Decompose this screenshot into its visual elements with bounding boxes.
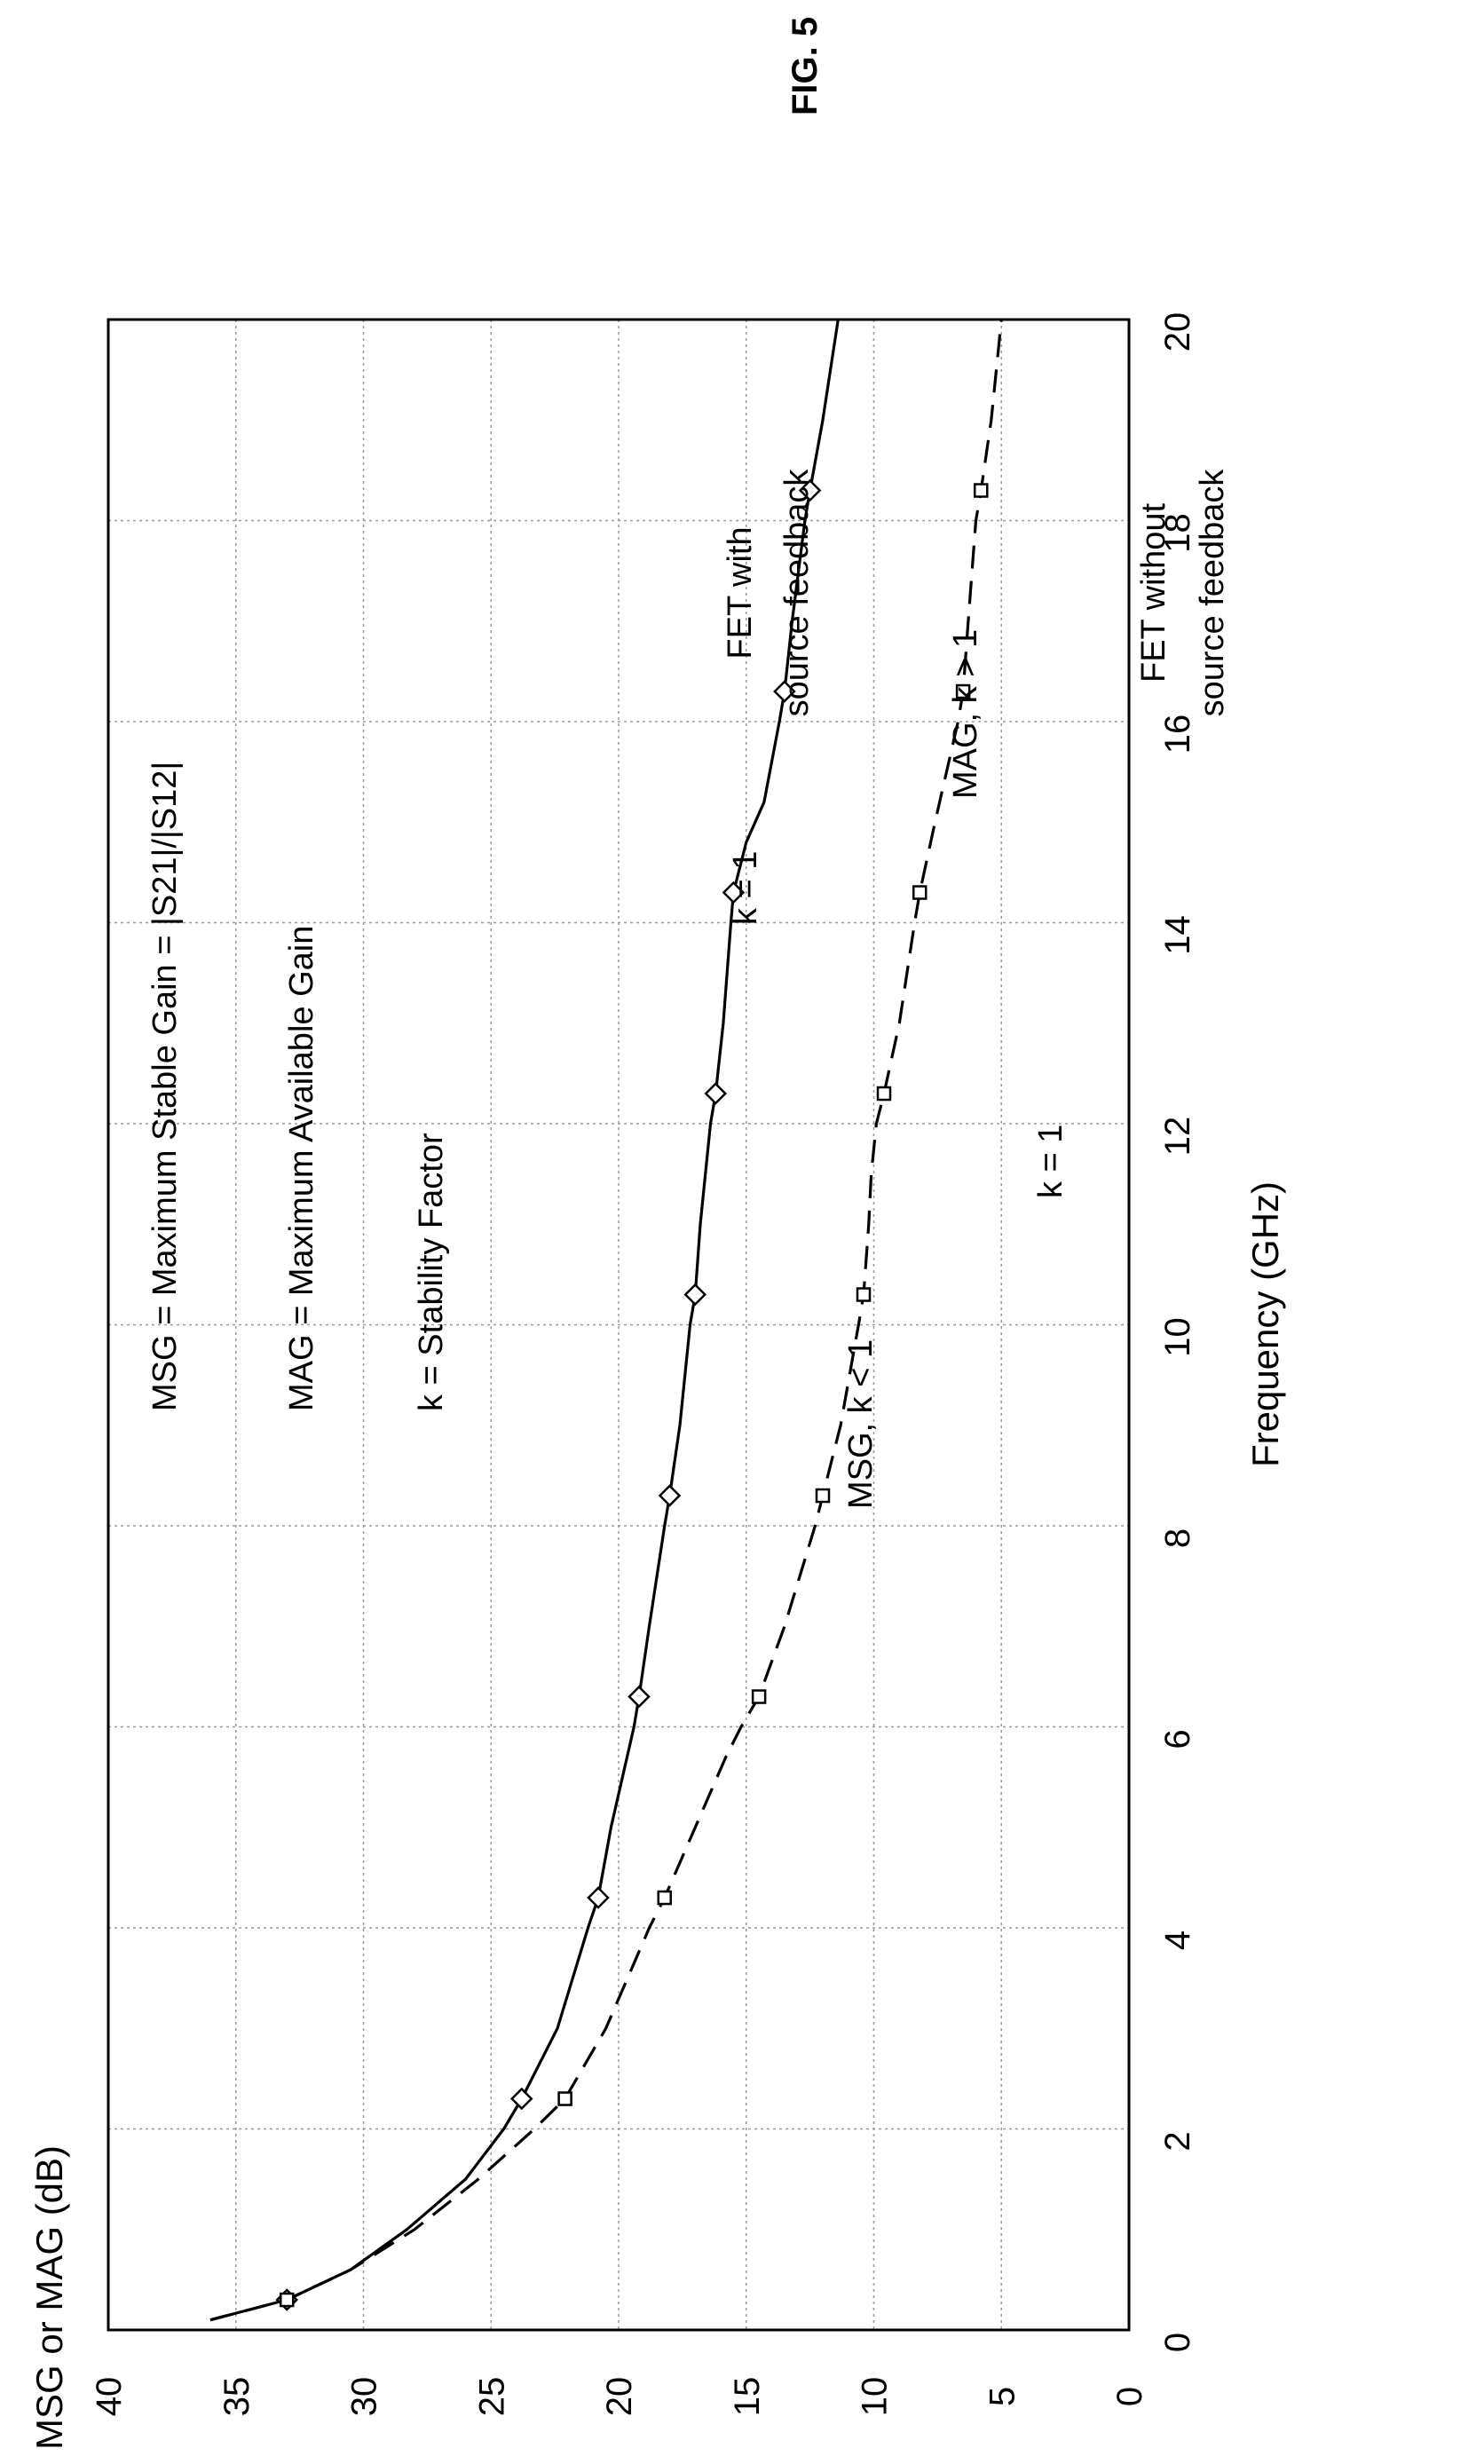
data-point-square	[856, 1287, 872, 1302]
x-tick-label: 18	[1158, 513, 1197, 553]
data-point-square	[815, 1488, 831, 1504]
y-tick-label: 0	[1110, 2387, 1149, 2406]
data-point-square	[751, 1689, 767, 1704]
data-point-diamond	[683, 1283, 707, 1307]
series-line-without-feedback	[209, 319, 1003, 2322]
y-tick-label: 5	[983, 2387, 1022, 2406]
x-tick-label: 6	[1158, 1729, 1197, 1749]
x-tick-label: 20	[1158, 312, 1197, 352]
grid	[108, 320, 1129, 2330]
data-point-diamond	[658, 1484, 682, 1507]
data-point-square	[280, 2292, 295, 2308]
plot-frame	[107, 318, 1131, 2332]
data-point-square	[557, 2091, 572, 2106]
y-tick-label: 30	[345, 2377, 384, 2417]
data-point-square	[657, 1890, 672, 1906]
annotation-legend-mag: MAG = Maximum Available Gain	[283, 926, 320, 1411]
y-tick-label: 25	[472, 2377, 511, 2417]
annotation-dashed-label-1: FET without	[1135, 503, 1172, 683]
y-tick-label: 10	[856, 2377, 895, 2417]
annotation-dashed-mag: MAG, k > 1	[947, 629, 984, 799]
data-point-diamond	[509, 2087, 533, 2111]
data-point-diamond	[628, 1685, 651, 1709]
x-tick-label: 8	[1158, 1528, 1197, 1548]
data-point-diamond	[722, 881, 746, 904]
annotation-legend-msg: MSG = Maximum Stable Gain = |S21|/|S12|	[146, 762, 184, 1411]
chart: 0 2 4 6 8 10 12 14 16 18 20 0 5 10 15 20 25 30 35 40 Frequ…	[28, 312, 1286, 2450]
annotation-dashed-k: k = 1	[1032, 1125, 1070, 1198]
y-tick-label: 15	[728, 2377, 767, 2417]
data-point-square	[955, 683, 971, 699]
annotation-dashed-msg: MSG, k < 1	[842, 1339, 880, 1509]
annotation-solid-k: k = 1	[727, 851, 764, 925]
data-point-diamond	[798, 478, 822, 502]
x-tick-label: 10	[1158, 1317, 1197, 1357]
data-point-diamond	[773, 680, 796, 703]
x-tick-label: 16	[1158, 715, 1197, 754]
y-tick-label: 40	[90, 2377, 129, 2417]
x-axis-label: Frequency (GHz)	[1244, 1181, 1286, 1467]
series-layer	[209, 319, 1003, 2322]
x-tick-label: 0	[1158, 2333, 1197, 2352]
y-tick-label: 35	[217, 2377, 257, 2417]
series-line-with-feedback	[209, 319, 840, 2322]
annotation-legend-k: k = Stability Factor	[413, 1133, 450, 1411]
x-tick-label: 14	[1158, 915, 1197, 955]
x-tick-labels: 0 2 4 6 8 10 12 14 16 18 20	[1158, 312, 1197, 2352]
data-point-square	[974, 483, 989, 498]
y-tick-label: 20	[600, 2377, 639, 2417]
x-tick-label: 12	[1158, 1117, 1197, 1157]
figure-label: FIG. 5	[785, 17, 825, 115]
data-point-diamond	[704, 1082, 728, 1105]
annotation-solid-label-2: source feedback	[778, 469, 816, 717]
x-tick-label: 4	[1158, 1931, 1197, 1950]
data-point-square	[912, 885, 928, 900]
annotation-dashed-label-2: source feedback	[1194, 469, 1231, 717]
y-tick-labels: 0 5 10 15 20 25 30 35 40	[90, 2377, 1149, 2417]
y-axis-label: MSG or MAG (dB)	[28, 2145, 70, 2450]
data-point-square	[876, 1086, 892, 1102]
data-point-diamond	[587, 1886, 610, 1909]
annotation-solid-label-1: FET with	[722, 526, 759, 659]
x-tick-label: 2	[1158, 2131, 1197, 2151]
